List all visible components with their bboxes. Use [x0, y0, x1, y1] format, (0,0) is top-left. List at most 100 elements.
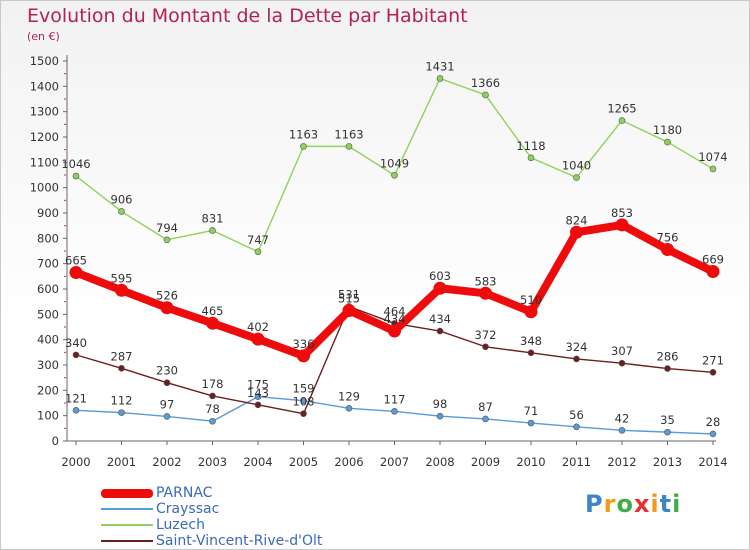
data-label-luzech: 906: [111, 192, 133, 206]
data-label-crayssac: 175: [247, 378, 269, 392]
data-label-saint-vincent-rive-d-olt: 434: [429, 312, 451, 326]
data-label-crayssac: 35: [660, 413, 675, 427]
data-point-parnac: [433, 281, 447, 295]
y-tick-label: 1500: [30, 54, 59, 68]
data-point-luzech: [163, 236, 171, 244]
legend-label: Saint-Vincent-Rive-d'Olt: [156, 533, 323, 549]
data-label-parnac: 853: [611, 206, 633, 220]
x-tick-label: 2004: [243, 455, 272, 469]
legend-item: Luzech: [101, 517, 401, 533]
data-label-saint-vincent-rive-d-olt: 372: [475, 328, 497, 342]
data-point-saint-vincent-rive-d-olt: [118, 364, 125, 372]
legend-label: Crayssac: [156, 501, 220, 517]
x-tick-label: 2013: [653, 455, 682, 469]
data-point-parnac: [297, 349, 310, 363]
data-point-parnac: [206, 316, 219, 330]
data-label-luzech: 1118: [516, 139, 545, 153]
data-point-luzech: [527, 154, 535, 162]
legend-label: PARNAC: [156, 485, 213, 501]
data-point-luzech: [482, 91, 489, 99]
data-label-parnac: 465: [202, 304, 224, 318]
data-point-saint-vincent-rive-d-olt: [527, 349, 535, 357]
x-tick-label: 2012: [607, 455, 636, 469]
data-point-crayssac: [72, 407, 80, 414]
data-label-luzech: 1163: [289, 127, 318, 141]
data-label-parnac: 510: [520, 293, 542, 307]
y-tick-label: 1400: [30, 79, 59, 93]
data-label-parnac: 665: [65, 254, 87, 268]
x-tick-label: 2008: [425, 455, 454, 469]
data-point-saint-vincent-rive-d-olt: [163, 379, 171, 387]
data-point-saint-vincent-rive-d-olt: [436, 327, 444, 335]
data-point-luzech: [664, 138, 671, 146]
data-point-parnac: [251, 332, 265, 346]
data-point-luzech: [391, 171, 398, 179]
data-label-luzech: 1040: [562, 159, 591, 173]
data-label-saint-vincent-rive-d-olt: 286: [657, 350, 679, 364]
data-point-parnac: [479, 286, 492, 300]
y-tick-label: 1300: [30, 105, 59, 119]
data-label-parnac: 824: [566, 213, 588, 227]
y-tick-label: 400: [37, 333, 59, 347]
data-point-parnac: [570, 225, 583, 239]
data-point-luzech: [118, 208, 125, 215]
data-label-crayssac: 121: [65, 391, 87, 405]
logo-letter: P: [585, 490, 604, 518]
legend-label: Luzech: [156, 517, 205, 533]
data-label-saint-vincent-rive-d-olt: 178: [202, 377, 224, 391]
proxiti-logo: Proxiti: [585, 490, 681, 518]
data-label-crayssac: 112: [111, 394, 133, 408]
data-point-crayssac: [436, 412, 444, 420]
y-tick-label: 700: [37, 257, 59, 271]
y-tick-label: 1000: [30, 181, 59, 195]
data-point-saint-vincent-rive-d-olt: [482, 343, 489, 351]
data-label-parnac: 515: [338, 292, 360, 306]
y-tick-label: 100: [37, 409, 59, 423]
data-point-crayssac: [618, 427, 626, 434]
data-point-luzech: [345, 143, 353, 150]
data-point-crayssac: [163, 413, 171, 420]
data-label-parnac: 669: [702, 253, 724, 267]
x-tick-label: 2006: [334, 455, 363, 469]
data-point-parnac: [661, 242, 674, 256]
data-point-crayssac: [254, 393, 262, 400]
legend-item: Crayssac: [101, 501, 401, 517]
data-point-luzech: [72, 172, 80, 180]
chart-title: Evolution du Montant de la Dette par Hab…: [27, 5, 468, 27]
data-label-saint-vincent-rive-d-olt: 143: [247, 386, 269, 400]
x-tick-label: 2003: [198, 455, 227, 469]
legend-swatch: [101, 488, 153, 498]
logo-letter: o: [616, 490, 634, 518]
data-point-saint-vincent-rive-d-olt: [300, 410, 307, 417]
y-tick-label: 0: [52, 434, 59, 448]
data-label-saint-vincent-rive-d-olt: 108: [293, 395, 315, 409]
data-label-saint-vincent-rive-d-olt: 348: [520, 334, 542, 348]
x-tick-label: 2001: [107, 455, 136, 469]
data-label-crayssac: 78: [205, 402, 220, 416]
data-label-luzech: 831: [202, 211, 224, 225]
data-label-luzech: 794: [156, 221, 178, 235]
data-label-luzech: 1431: [425, 59, 454, 73]
legend-swatch: [101, 540, 153, 542]
data-label-parnac: 603: [429, 269, 451, 283]
data-label-parnac: 595: [111, 271, 133, 285]
data-point-crayssac: [664, 428, 671, 436]
legend-swatch: [101, 508, 153, 510]
data-point-crayssac: [118, 409, 125, 416]
data-label-parnac: 526: [156, 289, 178, 303]
data-point-luzech: [436, 75, 444, 82]
data-label-crayssac: 97: [160, 397, 175, 411]
data-point-luzech: [300, 143, 307, 150]
data-point-parnac: [524, 305, 538, 319]
data-label-saint-vincent-rive-d-olt: 464: [384, 304, 406, 318]
x-tick-label: 2011: [562, 455, 591, 469]
legend-item: Saint-Vincent-Rive-d'Olt: [101, 533, 401, 549]
logo-letter: i: [672, 490, 682, 518]
logo-letter: r: [603, 490, 617, 518]
data-point-saint-vincent-rive-d-olt: [254, 401, 262, 409]
data-point-luzech: [254, 248, 262, 256]
data-point-saint-vincent-rive-d-olt: [573, 355, 580, 363]
data-label-crayssac: 28: [706, 415, 721, 429]
data-label-crayssac: 71: [524, 404, 539, 418]
